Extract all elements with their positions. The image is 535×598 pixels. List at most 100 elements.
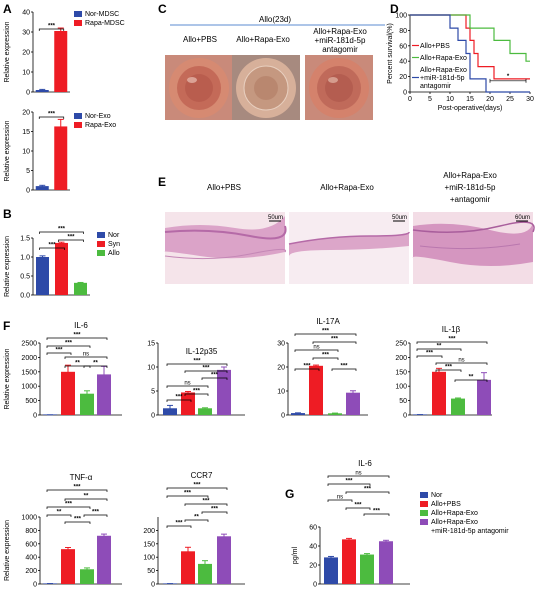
y-axis-label: Relative expression xyxy=(4,120,11,181)
y-tick-label: 800 xyxy=(25,528,37,535)
significance-label: *** xyxy=(331,337,339,343)
x-tick-label: 0 xyxy=(408,96,412,103)
significance-bracket xyxy=(38,28,65,31)
y-tick-label: 0 xyxy=(313,582,317,589)
significance-bracket xyxy=(327,483,371,486)
significance-bracket xyxy=(345,491,390,494)
survival-line xyxy=(410,14,530,80)
panel-e-label-antagomir-2: +miR-181d-5p xyxy=(445,183,496,192)
significance-bracket xyxy=(64,521,91,524)
y-tick-label: 0 xyxy=(151,582,155,589)
significance-label: ** xyxy=(57,510,62,516)
significance-label: *** xyxy=(73,333,81,339)
bar xyxy=(346,392,360,415)
significance-bracket xyxy=(345,507,371,510)
legend-label: Nor-MDSC xyxy=(85,11,119,18)
significance-bracket xyxy=(294,349,339,352)
y-tick-label: 250 xyxy=(395,341,407,348)
panel-letter-d: D xyxy=(390,2,399,16)
significance-bracket xyxy=(312,357,339,360)
y-tick-label: 100 xyxy=(143,555,155,562)
significance-label: ns xyxy=(337,495,343,501)
y-tick-label: 2000 xyxy=(21,355,37,362)
scale-bar-label-pbs: 50um xyxy=(268,215,283,221)
significance-label: *** xyxy=(175,395,183,401)
significance-label: *** xyxy=(354,503,362,509)
legend-label: Allo+PBS xyxy=(431,501,461,508)
significance-bracket xyxy=(331,368,357,371)
y-tick-label: 100 xyxy=(395,384,407,391)
panel-c-label-antagomir-3: antagomir xyxy=(322,45,358,54)
chart-a1: 0 10 20 30 40 Relative expression *** Nor-MDSC R… xyxy=(4,10,125,97)
bar xyxy=(97,535,111,584)
legend-swatch xyxy=(97,232,105,238)
significance-bracket xyxy=(83,514,108,517)
significance-label: *** xyxy=(322,329,330,335)
significance-bracket xyxy=(46,337,108,340)
bar xyxy=(181,551,195,584)
scale-bar-label-rapa-exo: 50um xyxy=(392,215,407,221)
significance-label: *** xyxy=(340,364,348,370)
bar xyxy=(80,569,94,584)
y-tick-label: 0 xyxy=(281,413,285,420)
x-axis-label: Post-operative(days) xyxy=(438,105,503,112)
panel-letter-f: F xyxy=(3,319,10,333)
significance-label: *** xyxy=(193,389,201,395)
significance-label: *** xyxy=(322,353,330,359)
legend-label: Nor xyxy=(431,492,443,499)
legend-swatch xyxy=(97,250,105,256)
bar xyxy=(360,554,374,584)
y-tick-label: 0 xyxy=(33,413,37,420)
significance-bracket xyxy=(184,503,228,506)
legend-label: Rapa-MDSC xyxy=(85,20,125,27)
bar xyxy=(324,557,338,584)
y-tick-label: 40 xyxy=(309,544,317,551)
y-axis-label: Relative expression xyxy=(4,348,11,409)
panel-letter-a: A xyxy=(3,2,12,16)
y-tick-label: 2500 xyxy=(21,341,37,348)
bar xyxy=(74,282,87,295)
chart-title: IL-1β xyxy=(442,325,461,334)
y-tick-label: 100 xyxy=(395,13,407,20)
legend-label: Allo+Rapa-Exo xyxy=(420,67,467,74)
chart-f5: 0 200 400 600 800 1000 Relative expression TNF-… xyxy=(4,473,122,589)
legend-label: Nor xyxy=(108,232,120,239)
y-tick-label: 15 xyxy=(22,129,30,136)
significance-bracket xyxy=(64,498,108,501)
significance-label: *** xyxy=(55,348,63,354)
survival-line xyxy=(410,14,530,62)
significance-bracket xyxy=(83,365,108,368)
significance-label: ns xyxy=(355,471,361,477)
y-tick-label: 0 xyxy=(151,413,155,420)
y-tick-label: 40 xyxy=(22,10,30,17)
cornea-photo-rapa-exo xyxy=(232,55,300,120)
y-tick-label: 0.0 xyxy=(20,293,30,300)
bar xyxy=(80,393,94,415)
legend-swatch xyxy=(74,11,82,17)
y-tick-label: 20 xyxy=(277,365,285,372)
y-tick-label: 5 xyxy=(151,389,155,396)
legend-label: Nor-Exo xyxy=(85,113,111,120)
significance-bracket xyxy=(166,363,228,366)
y-axis-label: Relative expression xyxy=(4,21,11,82)
significance-label: *** xyxy=(65,341,73,347)
histology-image-pbs: 50um xyxy=(164,212,287,284)
y-tick-label: 80 xyxy=(399,28,407,35)
y-axis-label: Percent survival(%) xyxy=(387,23,394,84)
significance-label: ** xyxy=(93,361,98,367)
chart-title: IL-17A xyxy=(316,317,340,326)
y-tick-label: 0 xyxy=(33,582,37,589)
y-tick-label: 10 xyxy=(277,389,285,396)
panel-e-label-antagomir-1: Allo+Rapa-Exo xyxy=(443,171,497,180)
chart-title: IL-12p35 xyxy=(186,347,218,356)
legend-swatch xyxy=(420,510,428,516)
legend-label: +miR-181d-5p antagomir xyxy=(431,528,509,535)
significance-bracket xyxy=(166,385,209,388)
significance-bracket xyxy=(39,247,65,250)
significance-bracket xyxy=(184,370,228,373)
y-tick-label: 200 xyxy=(25,568,37,575)
significance-label: * xyxy=(507,74,510,80)
survival-line xyxy=(410,14,530,93)
